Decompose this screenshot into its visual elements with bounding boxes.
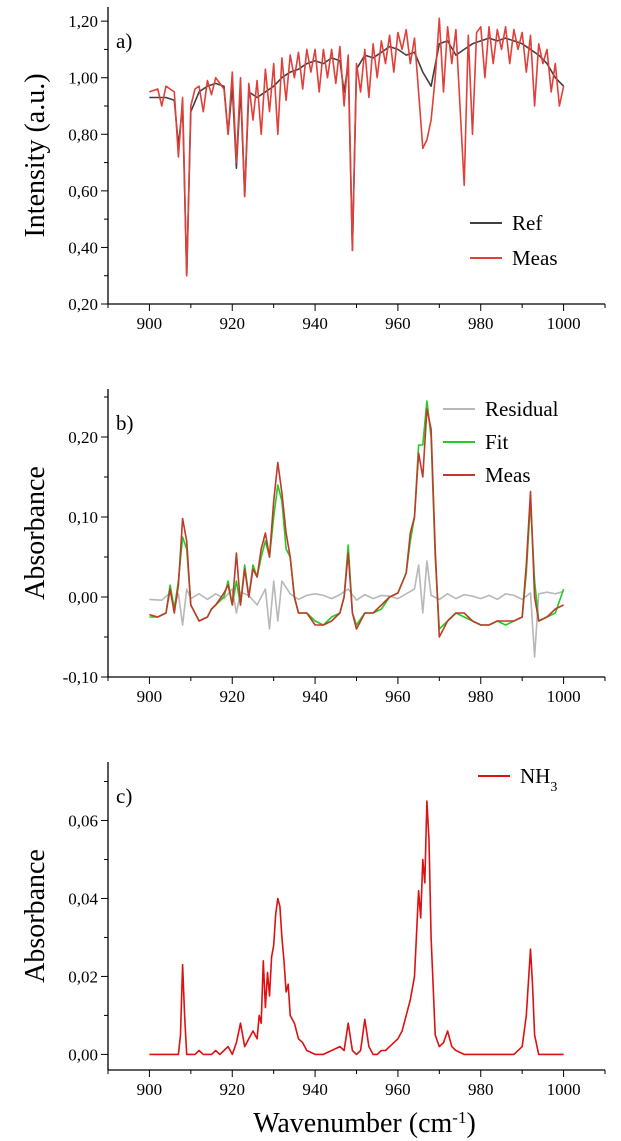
legend-label: Meas: [485, 463, 531, 487]
x-tick-label: 980: [468, 1080, 494, 1099]
panel-c-nh3-absorbance-chart: 900 920 940 960 980 1000 0,00 0,02 0,04 0,06 c) NH3…: [20, 762, 606, 1140]
panel-label: a): [116, 29, 132, 53]
series-line-ref: [149, 37, 565, 277]
x-tick-label: 1000: [547, 314, 581, 333]
y-tick-label: 0,04: [68, 889, 98, 908]
y-tick-label: -0,10: [63, 668, 98, 687]
y-axis-title: Absorbance: [20, 849, 51, 983]
x-tick-label: 960: [385, 687, 411, 706]
panel-label: c): [116, 784, 132, 808]
series-line-meas: [149, 408, 564, 638]
x-axis-title-end: ): [466, 1108, 475, 1139]
y-tick-label: 0,00: [68, 588, 98, 607]
x-tick-label: 920: [220, 687, 246, 706]
x-tick-label: 900: [137, 687, 163, 706]
x-tick-label: 900: [137, 314, 163, 333]
y-tick-label: 0,20: [68, 428, 98, 447]
panel-a-intensity-chart: 900 920 940 960 980 1000 0,20 0,40 0,60 0,80 1,00 1…: [20, 7, 606, 333]
x-tick-label: 980: [468, 314, 494, 333]
x-tick-label: 940: [302, 314, 328, 333]
panel-label: b): [116, 411, 134, 435]
x-tick-label: 960: [385, 314, 411, 333]
y-axis-title: Intensity (a.u.): [20, 73, 51, 237]
y-tick-label: 0,40: [68, 238, 98, 257]
y-tick-label: 0,20: [68, 295, 98, 314]
x-tick-label: 960: [385, 1080, 411, 1099]
y-axis-title: Absorbance: [20, 466, 51, 600]
series-line-residual: [149, 560, 564, 658]
legend-label-subscript: 3: [550, 780, 557, 795]
y-tick-label: 1,00: [68, 69, 98, 88]
x-tick-label: 920: [220, 1080, 246, 1099]
x-tick-label: 1000: [547, 1080, 581, 1099]
series-line-nh: [149, 800, 564, 1056]
x-tick-label: 940: [302, 1080, 328, 1099]
y-tick-label: 0,10: [68, 508, 98, 527]
y-tick-label: 0,06: [68, 811, 98, 830]
y-tick-label: 0,00: [68, 1045, 98, 1064]
x-axis-title: Wavenumber (cm-1): [253, 1108, 476, 1140]
x-tick-label: 980: [468, 687, 494, 706]
y-tick-label: 1,20: [68, 12, 98, 31]
legend-label: Fit: [485, 430, 509, 454]
x-tick-label: 920: [220, 314, 246, 333]
x-tick-label: 900: [137, 1080, 163, 1099]
y-tick-label: 0,60: [68, 182, 98, 201]
legend-label: Residual: [485, 397, 559, 421]
y-tick-label: 0,02: [68, 967, 98, 986]
panel-b-absorbance-fit-chart: 900 920 940 960 980 1000 -0,10 0,00 0,10 0,20 b) Re…: [20, 389, 606, 706]
x-tick-label: 940: [302, 687, 328, 706]
y-tick-label: 0,80: [68, 125, 98, 144]
legend-label: Meas: [512, 246, 558, 270]
legend-label: NH3: [520, 764, 557, 795]
x-axis-title-superscript: -1: [452, 1108, 466, 1127]
series-line-meas: [149, 17, 565, 277]
x-tick-label: 1000: [547, 687, 581, 706]
legend-label: Ref: [512, 211, 542, 235]
